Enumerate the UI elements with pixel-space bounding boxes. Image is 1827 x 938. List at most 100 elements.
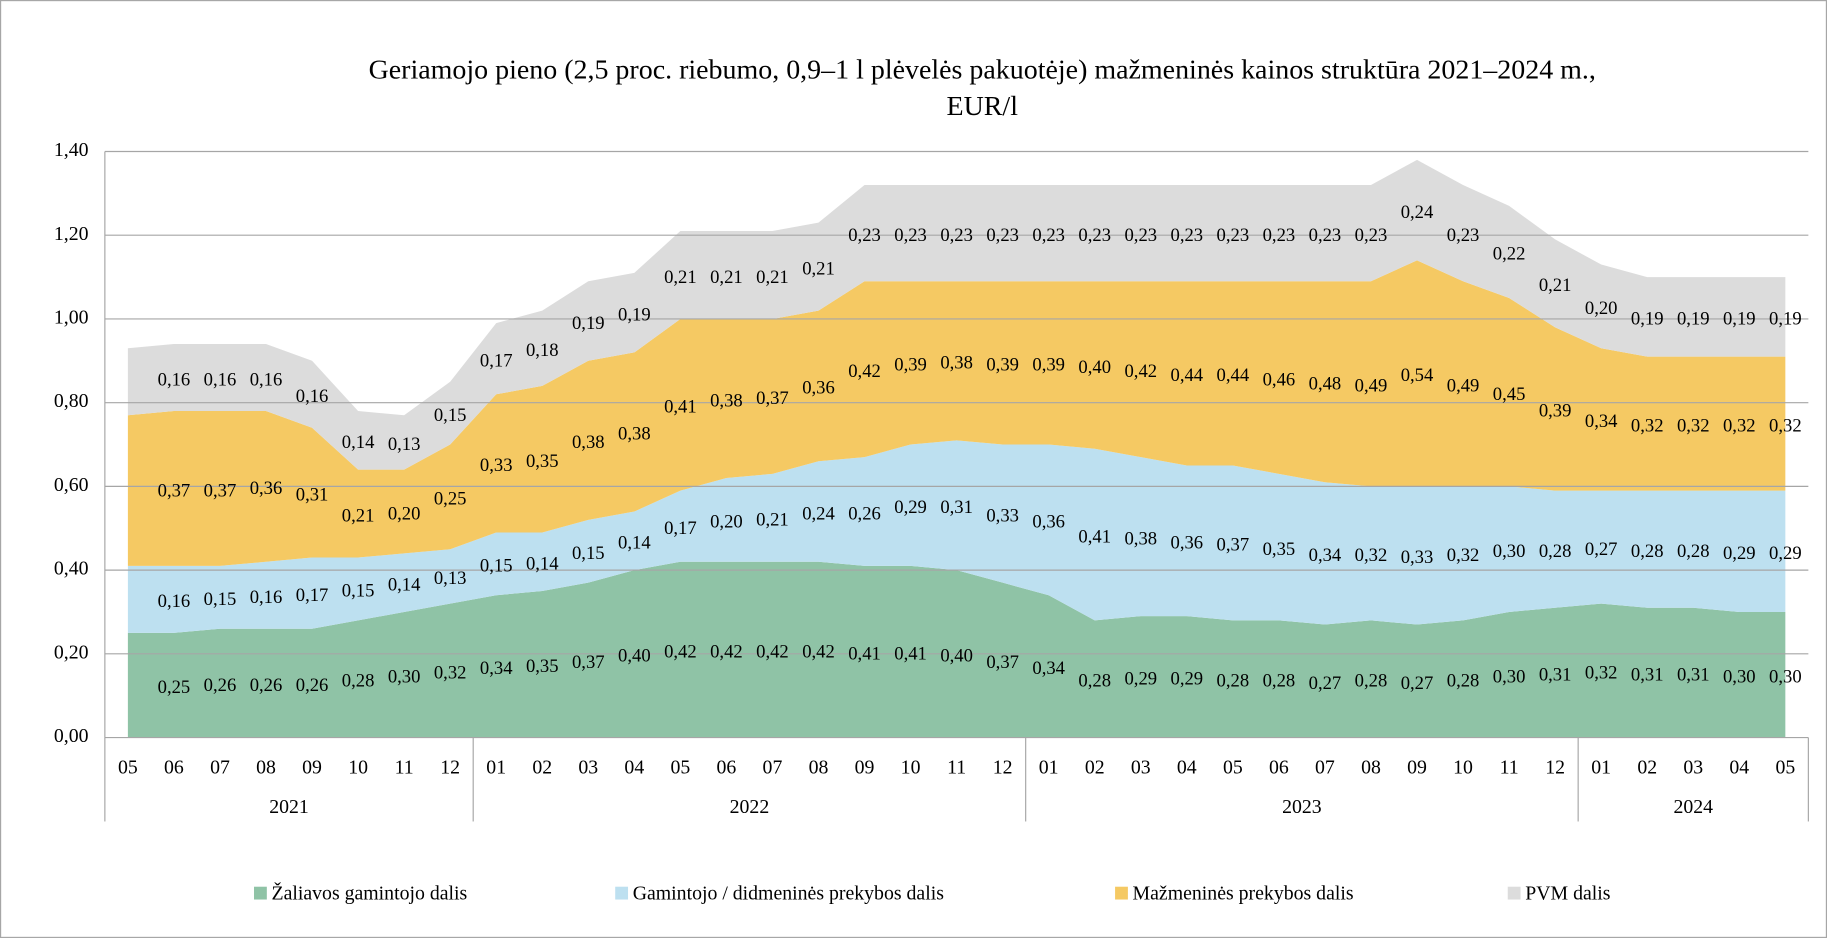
- data-label: 0,54: [1401, 365, 1434, 386]
- data-label: 0,39: [1032, 355, 1065, 376]
- x-tick-label: 04: [1177, 757, 1197, 779]
- x-tick-label: 02: [1637, 757, 1657, 779]
- data-label: 0,29: [1723, 543, 1756, 564]
- data-label: 0,32: [434, 662, 467, 683]
- data-label: 0,41: [848, 644, 881, 665]
- data-label: 0,15: [342, 581, 375, 602]
- data-label: 0,38: [710, 390, 743, 411]
- data-label: 0,16: [158, 591, 191, 612]
- data-label: 0,32: [1355, 545, 1388, 566]
- data-label: 0,39: [1539, 401, 1572, 422]
- legend-label: Žaliavos gamintojo dalis: [271, 882, 467, 904]
- data-label: 0,23: [1171, 225, 1204, 246]
- data-label: 0,41: [1078, 526, 1111, 547]
- x-tick-label: 05: [118, 757, 138, 779]
- x-tick-label: 08: [1361, 757, 1381, 779]
- x-tick-label: 09: [1407, 757, 1427, 779]
- data-label: 0,23: [1355, 225, 1388, 246]
- data-label: 0,36: [250, 478, 283, 499]
- x-tick-label: 10: [1453, 757, 1473, 779]
- group-label: 2024: [1673, 796, 1713, 818]
- x-tick-label: 12: [1545, 757, 1565, 779]
- x-tick-label: 04: [1729, 757, 1749, 779]
- y-tick-label: 0,80: [54, 390, 89, 412]
- data-label: 0,31: [940, 497, 973, 518]
- data-label: 0,30: [1769, 667, 1802, 688]
- legend-swatch: [1115, 886, 1128, 900]
- data-label: 0,15: [204, 589, 237, 610]
- y-tick-label: 0,20: [54, 641, 89, 663]
- data-label: 0,38: [940, 353, 973, 374]
- data-label: 0,19: [1631, 309, 1664, 330]
- data-label: 0,36: [1032, 512, 1065, 533]
- data-label: 0,33: [480, 455, 513, 476]
- data-label: 0,37: [158, 480, 191, 501]
- data-label: 0,21: [756, 510, 789, 531]
- data-label: 0,23: [1124, 225, 1157, 246]
- chart-subtitle: EUR/l: [947, 91, 1019, 122]
- data-label: 0,32: [1585, 662, 1618, 683]
- data-label: 0,27: [1401, 673, 1434, 694]
- data-label: 0,20: [1585, 298, 1618, 319]
- data-label: 0,19: [618, 304, 651, 325]
- group-label: 2022: [730, 796, 770, 818]
- data-label: 0,14: [526, 554, 559, 575]
- data-label: 0,39: [894, 355, 927, 376]
- data-label: 0,25: [434, 489, 467, 510]
- data-label: 0,20: [710, 512, 743, 533]
- data-label: 0,23: [1447, 225, 1480, 246]
- data-label: 0,48: [1309, 374, 1342, 395]
- data-label: 0,42: [756, 641, 789, 662]
- x-tick-label: 08: [256, 757, 276, 779]
- legend-swatch: [1507, 886, 1521, 900]
- x-tick-label: 11: [947, 757, 966, 779]
- x-tick-label: 03: [1683, 757, 1703, 779]
- data-label: 0,39: [986, 355, 1019, 376]
- data-label: 0,28: [1539, 541, 1572, 562]
- data-label: 0,27: [1309, 673, 1342, 694]
- data-label: 0,24: [802, 503, 835, 524]
- area: [127, 260, 1786, 566]
- data-label: 0,38: [572, 432, 605, 453]
- x-tick-label: 06: [717, 757, 737, 779]
- data-label: 0,23: [986, 225, 1019, 246]
- data-label: 0,31: [296, 484, 329, 505]
- data-label: 0,23: [1309, 225, 1342, 246]
- data-label: 0,28: [1263, 671, 1296, 692]
- legend-label: PVM dalis: [1525, 882, 1610, 904]
- data-label: 0,14: [388, 574, 421, 595]
- x-tick-label: 09: [855, 757, 875, 779]
- data-label: 0,21: [710, 267, 743, 288]
- x-tick-label: 01: [1039, 757, 1059, 779]
- data-label: 0,32: [1723, 415, 1756, 436]
- data-label: 0,20: [388, 503, 421, 524]
- y-tick-label: 0,40: [54, 558, 89, 580]
- x-tick-label: 09: [302, 757, 322, 779]
- data-label: 0,27: [1585, 539, 1618, 560]
- chart-title: Geriamojo pieno (2,5 proc. riebumo, 0,9–…: [369, 55, 1596, 86]
- data-label: 0,14: [618, 533, 651, 554]
- data-label: 0,32: [1677, 415, 1710, 436]
- x-tick-label: 07: [210, 757, 230, 779]
- data-label: 0,38: [618, 424, 651, 445]
- y-tick-label: 0,00: [54, 725, 89, 747]
- data-label: 0,32: [1631, 415, 1664, 436]
- data-label: 0,24: [1401, 202, 1434, 223]
- x-tick-label: 03: [578, 757, 598, 779]
- data-label: 0,35: [526, 656, 559, 677]
- x-tick-label: 11: [1500, 757, 1519, 779]
- data-label: 0,23: [1217, 225, 1250, 246]
- data-label: 0,44: [1217, 365, 1250, 386]
- data-label: 0,42: [802, 641, 835, 662]
- data-label: 0,49: [1447, 376, 1480, 397]
- data-label: 0,23: [1263, 225, 1296, 246]
- data-label: 0,21: [756, 267, 789, 288]
- data-label: 0,42: [848, 361, 881, 382]
- data-label: 0,17: [664, 518, 697, 539]
- data-label: 0,37: [204, 480, 237, 501]
- data-label: 0,22: [1493, 244, 1526, 265]
- x-tick-label: 10: [348, 757, 368, 779]
- x-tick-label: 07: [763, 757, 783, 779]
- data-label: 0,26: [204, 675, 237, 696]
- data-label: 0,29: [1171, 669, 1204, 690]
